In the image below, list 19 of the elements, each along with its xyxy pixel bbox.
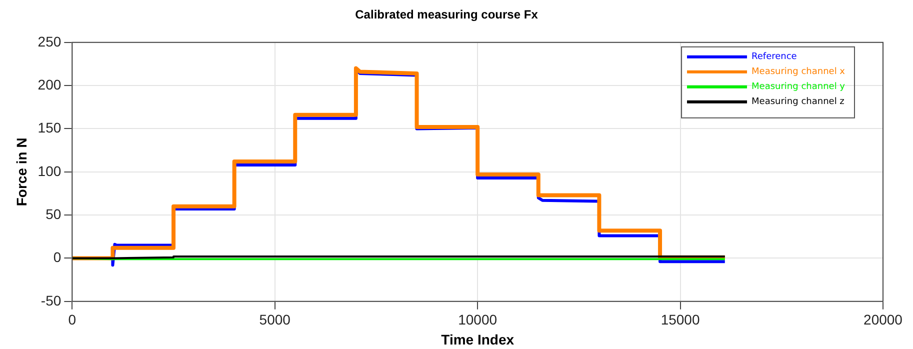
x-axis-title: Time Index (441, 331, 514, 348)
y-tick-label: 150 (38, 120, 62, 136)
y-axis-title: Force in N (13, 138, 30, 206)
text: Measuring channel y (752, 82, 846, 92)
y-tick-label: 100 (38, 162, 62, 179)
y-tick-label: 200 (38, 76, 62, 92)
x-tick-label: 10000 (458, 312, 498, 328)
text: Measuring channel x (752, 67, 846, 78)
y-tick-label: -50 (40, 292, 62, 308)
y-tick-label: 250 (38, 33, 62, 50)
y-tick-label: 0 (53, 249, 62, 266)
text: Reference (752, 52, 798, 62)
chart-title: Calibrated measuring course Fx (355, 8, 538, 22)
x-tick-label: 20000 (864, 312, 903, 328)
x-tick-label: 0 (68, 312, 76, 328)
y-tick-label: 50 (46, 206, 62, 222)
x-tick-label: 5000 (259, 312, 291, 328)
x-tick-label: 15000 (660, 312, 700, 328)
text: Measuring channel z (752, 97, 845, 108)
